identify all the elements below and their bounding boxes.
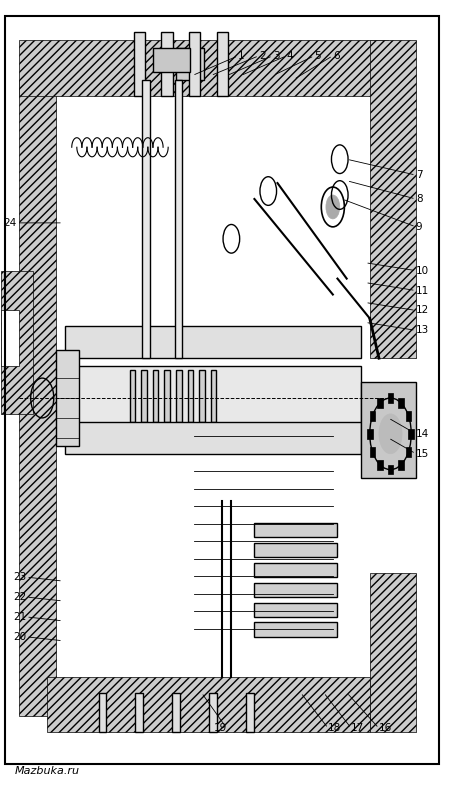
Circle shape [379,414,402,454]
Bar [255,563,337,577]
Bar [47,677,370,732]
Bar [360,382,416,478]
Text: 24: 24 [4,218,17,228]
Bar [246,693,254,732]
Bar [370,573,416,732]
Text: Mazbuka.ru: Mazbuka.ru [15,766,79,776]
Bar [172,693,180,732]
Bar [164,370,170,422]
Text: 6: 6 [333,51,340,60]
Text: 11: 11 [416,286,429,295]
Text: 5: 5 [314,51,321,60]
Bar [61,366,360,430]
Bar [199,370,205,422]
Bar [65,422,360,454]
Bar [255,622,337,637]
Text: 14: 14 [416,429,429,439]
Bar [255,603,337,617]
Bar [377,398,383,408]
Bar [65,326,360,358]
Text: 13: 13 [416,326,429,335]
Text: 15: 15 [416,449,429,458]
Bar [370,40,416,358]
Bar [130,370,135,422]
Bar [217,32,228,96]
Bar [56,350,79,446]
Bar [209,693,217,732]
Bar [255,523,337,537]
Text: 22: 22 [13,592,26,602]
Bar [1,271,33,414]
Text: 12: 12 [416,306,429,315]
Text: 2: 2 [259,51,266,60]
Bar [19,80,56,716]
Bar [19,40,388,96]
Bar [176,48,204,80]
Bar [153,370,158,422]
Bar [370,447,375,456]
Bar [370,411,375,420]
Text: 17: 17 [351,724,365,733]
Bar [176,370,182,422]
Text: 4: 4 [287,51,293,60]
Text: 18: 18 [328,724,341,733]
Bar [406,411,411,420]
Bar [134,32,145,96]
Bar [1,310,19,366]
Bar [98,693,106,732]
Bar [255,543,337,557]
Bar [142,80,150,358]
Bar [388,465,393,474]
Bar [135,693,143,732]
Bar [408,429,414,439]
Bar [398,460,404,470]
Bar [175,80,182,358]
Text: 20: 20 [13,632,26,642]
Bar [211,370,216,422]
Bar [367,429,372,439]
Text: 3: 3 [273,51,280,60]
Bar [255,583,337,597]
Text: 9: 9 [416,222,422,232]
Text: 7: 7 [416,170,422,180]
Bar [153,48,190,72]
Bar [406,447,411,457]
Bar [189,32,201,96]
Text: 10: 10 [416,266,429,275]
Text: 23: 23 [13,572,26,582]
Circle shape [326,195,340,219]
Text: 1: 1 [238,51,245,60]
Text: 8: 8 [416,194,422,204]
Bar [377,460,383,470]
Bar [398,398,404,408]
Text: 16: 16 [379,724,392,733]
Text: 19: 19 [213,724,227,733]
Bar [388,393,393,403]
Bar [161,32,173,96]
Text: 21: 21 [13,612,26,622]
Bar [141,370,147,422]
Bar [188,370,193,422]
